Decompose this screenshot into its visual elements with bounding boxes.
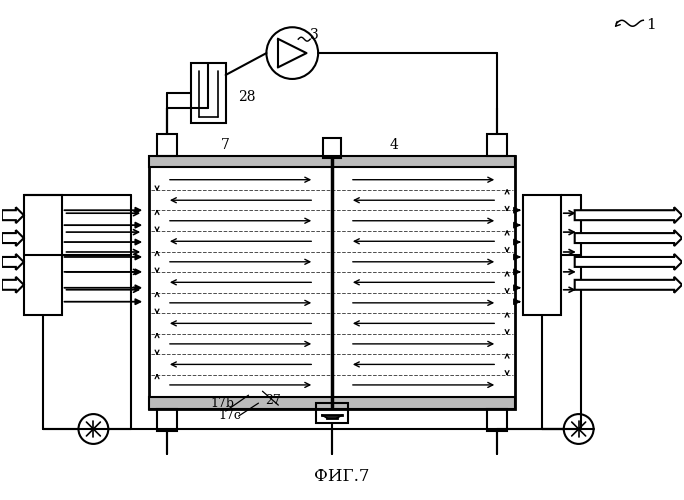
Polygon shape: [575, 207, 682, 223]
Text: 1: 1: [646, 18, 656, 32]
Text: 7: 7: [221, 138, 230, 151]
Text: 4: 4: [390, 138, 399, 151]
Polygon shape: [2, 254, 24, 270]
Bar: [523, 196, 561, 314]
Text: 27: 27: [265, 394, 281, 407]
Bar: [323, 138, 341, 158]
Circle shape: [267, 27, 318, 79]
Text: ФИГ.7: ФИГ.7: [314, 468, 370, 485]
Polygon shape: [575, 230, 682, 246]
Polygon shape: [2, 230, 24, 246]
Bar: [149, 156, 515, 409]
Polygon shape: [2, 207, 24, 223]
Text: 28: 28: [237, 90, 255, 104]
Bar: [24, 196, 62, 314]
Bar: [487, 409, 507, 431]
Circle shape: [79, 414, 108, 444]
Bar: [316, 403, 348, 423]
Bar: [149, 397, 515, 409]
Polygon shape: [2, 277, 24, 293]
Text: 17b: 17b: [211, 397, 235, 410]
Bar: [149, 156, 515, 168]
Bar: [157, 134, 177, 156]
Text: 3: 3: [310, 28, 319, 42]
Bar: [191, 63, 226, 122]
Polygon shape: [575, 277, 682, 293]
Bar: [157, 409, 177, 431]
Bar: [487, 134, 507, 156]
Text: 17c: 17c: [219, 409, 241, 422]
Circle shape: [564, 414, 594, 444]
Polygon shape: [575, 254, 682, 270]
